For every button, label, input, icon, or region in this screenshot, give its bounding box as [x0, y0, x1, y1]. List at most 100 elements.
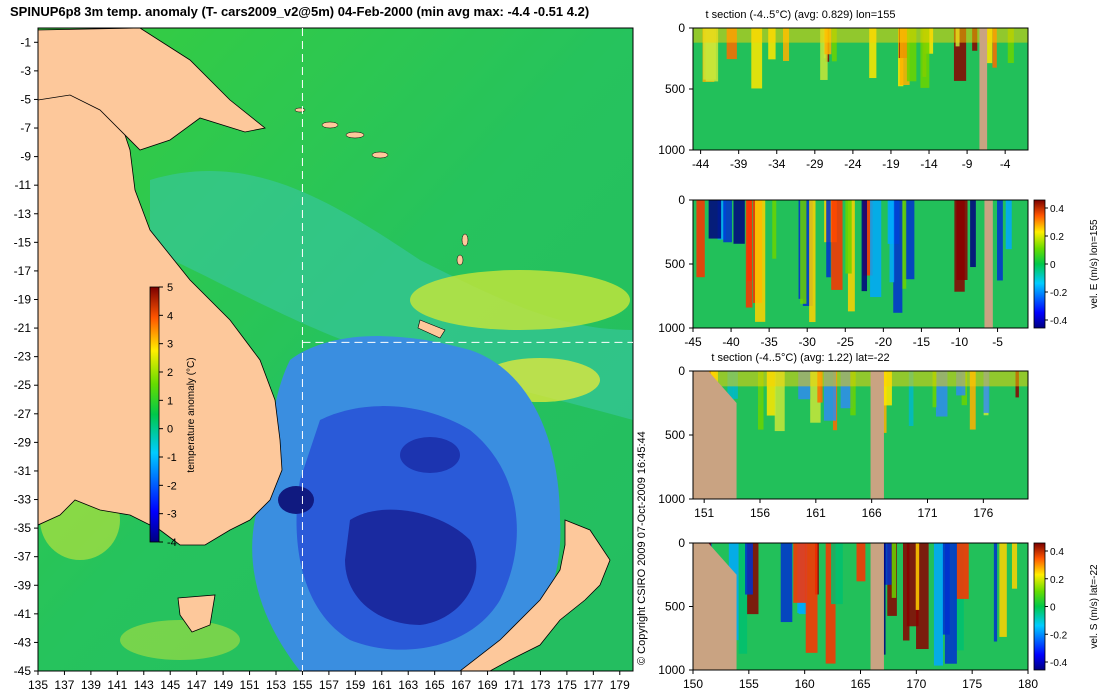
section-x-tick-label: -14	[920, 157, 938, 171]
section-streak	[902, 543, 910, 641]
map-x-tick-label: 137	[54, 678, 74, 692]
section-x-tick-label: -15	[913, 335, 931, 349]
map-y-axis: -1 -3 -5 -7 -9 -11 -13 -15 -17 -19 -21 -23 -25 -27 -29…	[14, 35, 38, 678]
map-y-tick-label: -5	[20, 92, 31, 106]
continental-slope	[693, 371, 737, 499]
section-streak	[970, 200, 976, 268]
map-x-tick-label: 155	[292, 678, 312, 692]
section-streak	[831, 200, 843, 290]
map-y-tick-label: -45	[14, 664, 32, 678]
section-streak	[793, 543, 807, 603]
map-y-tick-label: -37	[14, 550, 32, 564]
continental-slope	[693, 543, 737, 670]
section-panel-4: 150 155 160 165 170 175 180 0 500 1000 0.4 0.2 0 -0.2…	[658, 536, 1100, 691]
section-streak	[920, 28, 930, 88]
warm-anomaly-patch	[410, 270, 630, 330]
section-streak	[932, 371, 937, 408]
section-y-tick-label: 500	[665, 428, 685, 442]
map-x-tick-label: 173	[530, 678, 550, 692]
section-streak	[738, 543, 748, 654]
copyright-text: © Copyright CSIRO 2009 07-Oct-2009 16:45…	[636, 431, 648, 665]
section-panel-3: t section (-4..5°C) (avg: 1.22) lat=-22 1…	[658, 352, 1029, 520]
section-streak	[802, 200, 813, 306]
colorbar-label: temperature anomaly (°C)	[186, 357, 197, 472]
section-streak	[745, 543, 753, 595]
section-streak	[904, 200, 915, 280]
section-streak	[768, 28, 776, 60]
land-mask	[984, 200, 993, 328]
map-y-tick-label: -1	[20, 35, 31, 49]
section-x-tick-label: -25	[837, 335, 855, 349]
colorbar-tick-label: 5	[167, 282, 173, 294]
section-streak	[899, 28, 910, 86]
map-y-tick-label: -41	[14, 607, 32, 621]
section-y-tick-label: 0	[678, 193, 685, 207]
section-x-tick-label: -30	[799, 335, 817, 349]
map-x-tick-label: 149	[213, 678, 233, 692]
colorbar-tick-label: -3	[167, 509, 177, 521]
map-x-tick-label: 157	[319, 678, 339, 692]
section-x-tick-label: 176	[973, 506, 993, 520]
new-zealand-land	[459, 519, 611, 671]
colorbar-gradient	[149, 286, 160, 543]
map-x-tick-label: 145	[160, 678, 180, 692]
map-colorbar: 5 4 3 2 1 0 -1 -2 -3 -4 temperature anomaly (°C)	[149, 282, 197, 549]
colorbar-tick-label: -4	[167, 537, 177, 549]
section-streak	[870, 200, 882, 298]
map-y-tick-label: -7	[20, 121, 31, 135]
map-plot: 135 137 139 141 143 145 147 149 151 153 155 157 159 1…	[14, 27, 634, 692]
section-y-tick-label: 500	[665, 82, 685, 96]
section-streak	[774, 371, 785, 432]
map-x-tick-label: 179	[610, 678, 630, 692]
section-streak	[783, 28, 790, 61]
section-streak	[810, 371, 821, 423]
map-y-tick-label: -15	[14, 235, 32, 249]
section-x-tick-label: -24	[844, 157, 862, 171]
section-streak	[1005, 200, 1012, 250]
section-streak	[723, 200, 732, 243]
section-streak	[944, 543, 957, 664]
map-y-tick-label: -35	[14, 521, 32, 535]
map-x-tick-label: 147	[187, 678, 207, 692]
section-x-tick-label: -35	[760, 335, 778, 349]
map-x-tick-label: 171	[504, 678, 524, 692]
section-x-tick-label: 166	[862, 506, 882, 520]
section-y-tick-label: 0	[678, 21, 685, 35]
map-x-tick-label: 151	[240, 678, 260, 692]
map-x-tick-label: 153	[266, 678, 286, 692]
velocity-colorbar	[1033, 199, 1046, 329]
australia-land	[38, 74, 283, 546]
section-streak	[751, 28, 763, 89]
section-x-tick-label: -19	[882, 157, 900, 171]
section-streak	[915, 543, 920, 610]
section-streak	[805, 543, 818, 653]
new-guinea-land	[38, 28, 266, 151]
map-y-tick-label: -21	[14, 321, 32, 335]
velocity-colorbar-tick-label: 0	[1050, 603, 1056, 614]
section-streak	[780, 543, 793, 623]
velocity-colorbar-tick-label: -0.2	[1050, 288, 1068, 299]
colorbar-tick-label: 1	[167, 395, 173, 407]
map-x-tick-label: 165	[425, 678, 445, 692]
section-streak	[862, 200, 873, 276]
section-streak	[800, 200, 807, 304]
section-y-tick-label: 500	[665, 600, 685, 614]
section-x-tick-label: 170	[906, 677, 926, 691]
map-x-tick-label: 135	[28, 678, 48, 692]
section-y-tick-label: 0	[678, 536, 685, 550]
section-streak	[809, 200, 816, 323]
map-y-tick-label: -23	[14, 350, 32, 364]
section-x-tick-label: -10	[951, 335, 969, 349]
surface-band	[693, 371, 1028, 387]
section-streak	[826, 200, 831, 278]
section-streak	[992, 28, 997, 68]
velocity-colorbar-label: vel. E (m/s) lon=155	[1089, 219, 1100, 309]
section-streak	[906, 28, 917, 82]
section-streak	[817, 371, 823, 403]
section-title: t section (-4..5°C) (avg: 1.22) lat=-22	[711, 352, 889, 364]
section-x-tick-label: -29	[806, 157, 824, 171]
section-streak	[831, 543, 843, 605]
section-x-tick-label: 161	[806, 506, 826, 520]
section-x-tick-label: -4	[1000, 157, 1011, 171]
